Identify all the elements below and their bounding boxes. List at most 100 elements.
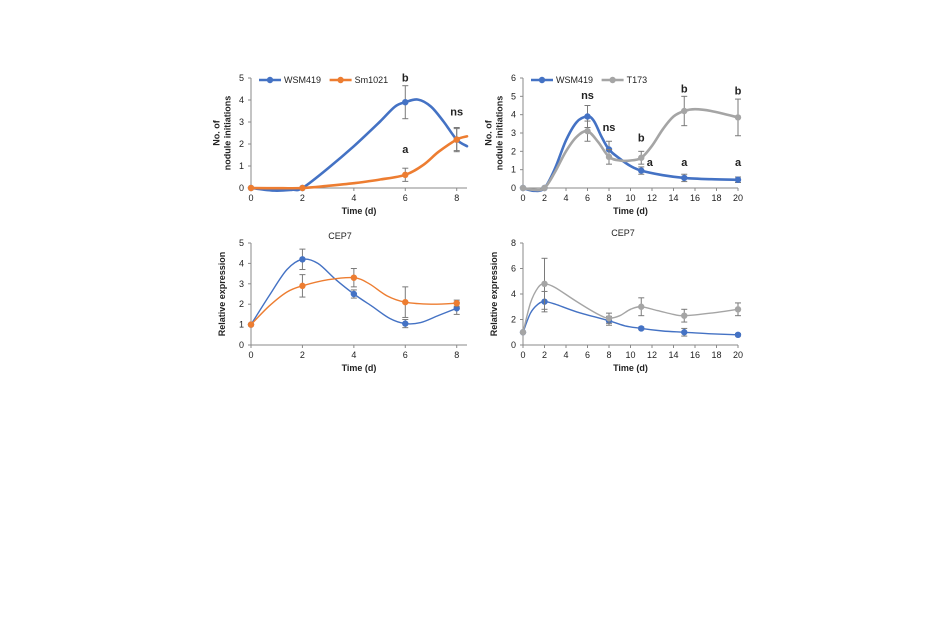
x-tick-label: 8 [454, 350, 459, 360]
x-tick-label: 2 [542, 193, 547, 203]
x-tick-label: 2 [300, 193, 305, 203]
y-tick-label: 4 [511, 289, 516, 299]
y-tick-label: 5 [511, 91, 516, 101]
x-tick-label: 4 [351, 193, 356, 203]
significance-label: b [681, 84, 688, 96]
legend-label: T173 [627, 75, 648, 85]
data-point [299, 282, 306, 290]
y-tick-label: 3 [239, 279, 244, 289]
x-tick-label: 16 [690, 193, 700, 203]
data-point [734, 114, 742, 121]
data-point [638, 303, 645, 310]
x-tick-label: 6 [403, 193, 408, 203]
y-tick-label: 3 [239, 117, 244, 127]
series-wsm419 [519, 105, 742, 193]
x-tick-label: 0 [248, 350, 253, 360]
data-point [605, 153, 613, 161]
y-tick-label: 2 [239, 139, 244, 149]
y-tick-label: 2 [511, 315, 516, 325]
significance-label: a [402, 144, 409, 156]
x-axis-title: Time (d) [613, 206, 648, 216]
data-point [541, 280, 548, 287]
x-tick-label: 20 [733, 350, 743, 360]
legend-item-wsm419: WSM419 [259, 75, 321, 85]
data-point [299, 256, 306, 263]
series-line [521, 115, 740, 193]
x-tick-label: 8 [606, 350, 611, 360]
y-tick-label: 1 [511, 165, 516, 175]
data-point [247, 321, 255, 328]
x-tick-label: 4 [563, 193, 568, 203]
significance-label: b [638, 132, 645, 144]
data-point [734, 176, 742, 183]
data-point [681, 329, 688, 336]
x-tick-label: 16 [690, 350, 700, 360]
data-point [638, 325, 645, 332]
cep7-caption-right: CEP7 [611, 228, 635, 238]
significance-label: ns [603, 122, 616, 134]
y-axis-title: Relative expression [217, 252, 227, 337]
series-t173 [519, 95, 742, 192]
y-tick-label: 1 [239, 161, 244, 171]
x-tick-label: 10 [625, 193, 635, 203]
x-tick-label: 14 [668, 193, 678, 203]
data-point [519, 329, 527, 336]
x-tick-label: 14 [668, 350, 678, 360]
y-tick-label: 2 [511, 146, 516, 156]
legend-label: WSM419 [556, 75, 593, 85]
x-axis-title: Time (d) [342, 363, 377, 373]
series-wsm419 [519, 290, 742, 338]
x-tick-label: 10 [625, 350, 635, 360]
data-point [638, 167, 645, 174]
legend-swatch-marker [337, 76, 344, 84]
x-tick-label: 6 [585, 193, 590, 203]
data-point [734, 331, 742, 338]
x-tick-label: 18 [711, 193, 721, 203]
data-point [299, 184, 306, 192]
legend-label: WSM419 [284, 75, 321, 85]
series-line [249, 98, 469, 192]
data-point [247, 184, 255, 192]
data-point [519, 184, 527, 192]
y-tick-label: 2 [239, 299, 244, 309]
data-point [681, 107, 688, 115]
x-tick-label: 8 [454, 193, 459, 203]
series-line [249, 135, 469, 190]
y-axis-title: Relative expression [489, 252, 499, 337]
x-tick-label: 4 [351, 350, 356, 360]
series-wsm419 [247, 85, 469, 192]
y-tick-label: 1 [239, 320, 244, 330]
significance-label: ns [581, 90, 594, 102]
x-tick-label: 6 [585, 350, 590, 360]
series-t173 [519, 257, 742, 336]
legend-swatch-marker [538, 76, 546, 84]
y-tick-label: 0 [511, 183, 516, 193]
series-wsm419 [247, 248, 460, 329]
data-point [402, 298, 409, 306]
y-axis-title: No. of [484, 119, 494, 145]
x-axis-title: Time (d) [613, 363, 648, 373]
y-tick-label: 0 [239, 183, 244, 193]
y-tick-label: 4 [239, 258, 244, 268]
legend-label: Sm1021 [355, 75, 389, 85]
series-sm1021 [247, 268, 460, 328]
x-tick-label: 18 [711, 350, 721, 360]
legend-item-sm1021: Sm1021 [329, 75, 389, 85]
significance-label: ns [450, 106, 463, 118]
data-point [402, 320, 409, 327]
y-tick-label: 3 [511, 128, 516, 138]
data-point [541, 184, 548, 192]
y-tick-label: 6 [511, 73, 516, 83]
y-tick-label: 5 [239, 238, 244, 248]
y-tick-label: 4 [511, 110, 516, 120]
data-point [734, 306, 742, 313]
series-line [522, 300, 739, 336]
legend-item-t173: T173 [601, 75, 648, 85]
legend-swatch-marker [609, 76, 616, 84]
y-tick-label: 5 [239, 73, 244, 83]
data-point [350, 290, 358, 298]
significance-label: a [647, 157, 654, 169]
x-tick-label: 12 [647, 350, 657, 360]
data-point [453, 136, 460, 143]
